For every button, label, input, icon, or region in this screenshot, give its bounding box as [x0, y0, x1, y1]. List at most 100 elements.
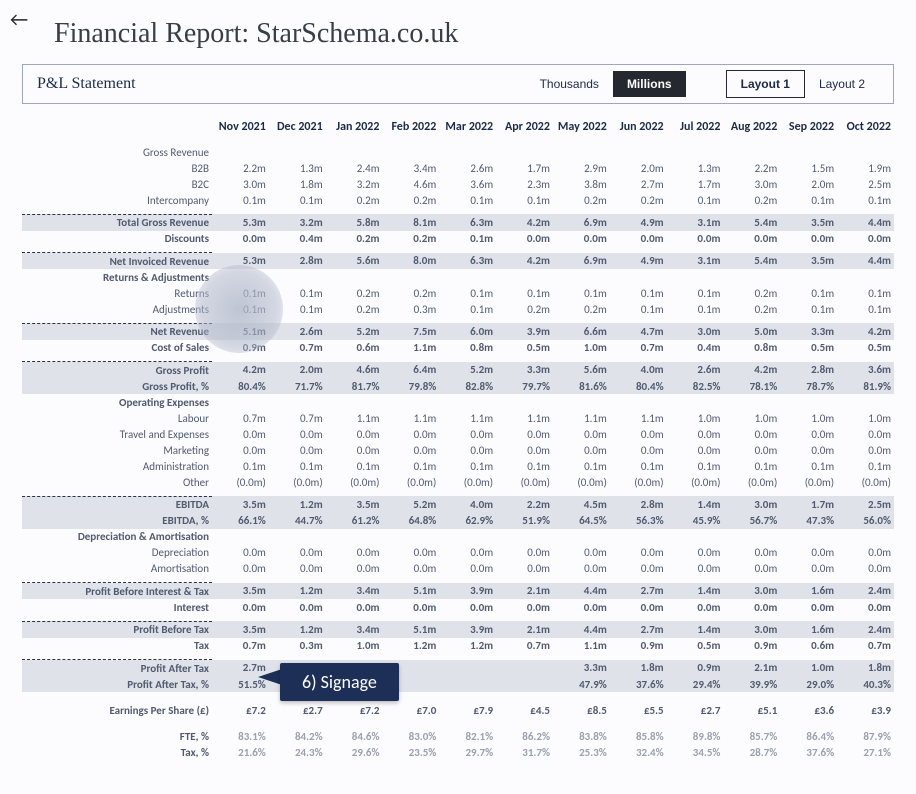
row-label: Net Invoiced Revenue: [22, 253, 212, 270]
cell: [780, 394, 837, 410]
row-label: Depreciation: [22, 545, 212, 561]
cell: 1.0m: [667, 410, 724, 426]
cell: 0.9m: [667, 660, 724, 677]
cell: 79.7%: [496, 378, 553, 394]
cell: 0.0m: [496, 599, 553, 615]
cell: 3.4m: [326, 583, 383, 600]
cell: 4.4m: [837, 214, 894, 231]
layout1-button[interactable]: Layout 1: [726, 70, 805, 98]
cell: 2.4m: [837, 583, 894, 600]
cell: 1.3m: [667, 160, 724, 176]
row-label: Discounts: [22, 231, 212, 247]
cell: 0.7m: [269, 340, 326, 356]
cell: 79.8%: [382, 378, 439, 394]
cell: 0.1m: [496, 458, 553, 474]
cell: 0.0m: [439, 426, 496, 442]
cell: 0.0m: [610, 231, 667, 247]
cell: 1.7m: [667, 176, 724, 192]
cell: [667, 269, 724, 285]
cell: 0.1m: [439, 192, 496, 208]
cell: [439, 529, 496, 545]
back-arrow-icon[interactable]: ←: [10, 8, 28, 32]
cell: 1.4m: [667, 496, 724, 513]
cell: 3.0m: [723, 496, 780, 513]
cell: 4.2m: [496, 214, 553, 231]
cell: 6.0m: [439, 323, 496, 340]
cell: 86.2%: [496, 728, 553, 744]
column-header: Jul 2022: [667, 114, 724, 144]
cell: 5.0m: [723, 323, 780, 340]
cell: 2.1m: [496, 621, 553, 638]
cell: 0.8m: [439, 340, 496, 356]
cell: 0.6m: [326, 340, 383, 356]
cell: [212, 144, 269, 160]
cell: 0.0m: [326, 442, 383, 458]
cell: 0.7m: [212, 410, 269, 426]
row-label: Profit After Tax: [22, 660, 212, 677]
cell: £3.6: [780, 702, 837, 718]
cell: 39.9%: [723, 676, 780, 692]
row-label: Adjustments: [22, 301, 212, 317]
column-header: Mar 2022: [439, 114, 496, 144]
cell: 0.0m: [610, 442, 667, 458]
cell: 2.0m: [780, 176, 837, 192]
cell: 0.1m: [326, 458, 383, 474]
cell: 0.2m: [326, 301, 383, 317]
cell: 0.1m: [212, 192, 269, 208]
cell: 5.3m: [212, 214, 269, 231]
cell: 0.3m: [382, 301, 439, 317]
cell: [439, 269, 496, 285]
cell: 31.7%: [496, 744, 553, 760]
cell: 0.0m: [212, 426, 269, 442]
cell: 0.1m: [553, 285, 610, 301]
cell: [667, 394, 724, 410]
cell: 0.0m: [269, 426, 326, 442]
control-bar: P&L Statement Thousands Millions Layout …: [22, 64, 894, 104]
cell: 2.8m: [780, 362, 837, 379]
cell: 6.3m: [439, 214, 496, 231]
unit-millions-button[interactable]: Millions: [613, 71, 686, 97]
cell: 82.8%: [439, 378, 496, 394]
cell: 2.6m: [439, 160, 496, 176]
cell: 0.5m: [667, 638, 724, 654]
cell: 84.6%: [326, 728, 383, 744]
cell: 0.0m: [439, 545, 496, 561]
cell: 29.4%: [667, 676, 724, 692]
cell: 1.0m: [780, 660, 837, 677]
cell: 0.0m: [212, 599, 269, 615]
cell: £5.1: [723, 702, 780, 718]
cell: 0.1m: [382, 458, 439, 474]
column-header: Nov 2021: [212, 114, 269, 144]
cell: 2.3m: [496, 176, 553, 192]
cell: 6.3m: [439, 253, 496, 270]
cell: 0.0m: [326, 545, 383, 561]
cell: 0.0m: [723, 561, 780, 577]
cell: 0.0m: [496, 561, 553, 577]
cell: 84.2%: [269, 728, 326, 744]
cell: 29.7%: [439, 744, 496, 760]
cell: 3.3m: [780, 323, 837, 340]
cell: 3.8m: [553, 176, 610, 192]
layout2-button[interactable]: Layout 2: [805, 71, 879, 97]
cell: [496, 394, 553, 410]
cell: [212, 529, 269, 545]
unit-thousands-button[interactable]: Thousands: [526, 71, 613, 97]
cell: 85.8%: [610, 728, 667, 744]
row-label: Interest: [22, 599, 212, 615]
cell: (0.0m): [382, 474, 439, 490]
cell: 4.0m: [439, 496, 496, 513]
cell: 3.5m: [326, 496, 383, 513]
cell: 44.7%: [269, 513, 326, 529]
row-label: Profit After Tax, %: [22, 676, 212, 692]
cell: 0.1m: [496, 285, 553, 301]
cell: 0.1m: [667, 192, 724, 208]
cell: 56.0%: [837, 513, 894, 529]
cell: 2.7m: [610, 621, 667, 638]
row-label: B2B: [22, 160, 212, 176]
cell: 3.6m: [439, 176, 496, 192]
cell: 0.9m: [610, 638, 667, 654]
cell: 0.0m: [723, 599, 780, 615]
cell: 3.5m: [780, 214, 837, 231]
cell: 0.0m: [610, 599, 667, 615]
cell: 0.0m: [382, 561, 439, 577]
